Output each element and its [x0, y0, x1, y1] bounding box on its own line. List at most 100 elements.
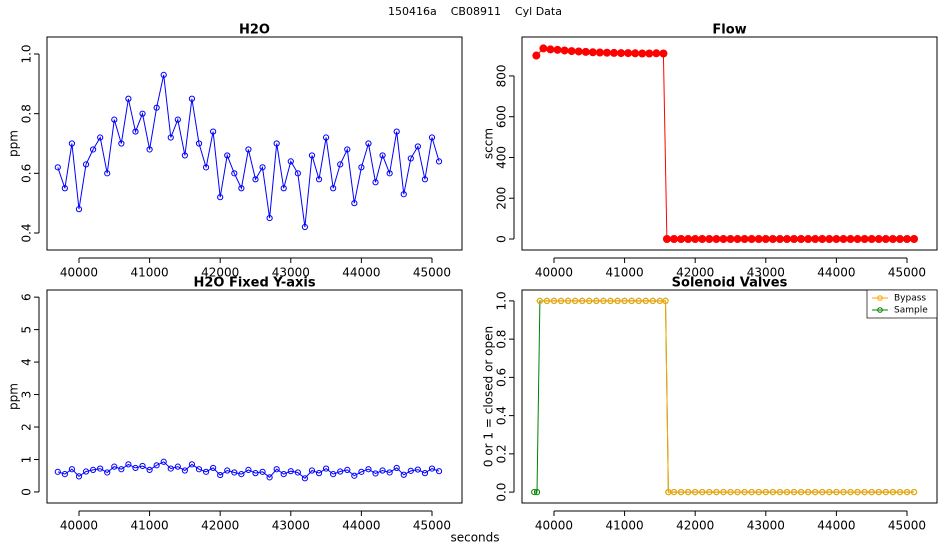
figure-title: 150416a CB08911 Cyl Data — [388, 5, 562, 18]
data-point — [139, 110, 146, 117]
data-point — [301, 223, 309, 231]
y-tick-label: 0.0 — [495, 483, 509, 502]
data-point — [245, 466, 252, 473]
y-tick-label: 0 — [495, 235, 509, 243]
x-tick-label: 42000 — [201, 266, 239, 280]
data-point — [698, 234, 707, 243]
data-point — [54, 164, 61, 171]
data-point — [748, 489, 755, 496]
y-tick-label: 0.8 — [495, 330, 509, 349]
data-point — [617, 49, 626, 58]
data-point — [783, 489, 791, 496]
x-tick-label: 42000 — [676, 519, 714, 533]
data-point — [706, 489, 713, 496]
data-point — [649, 297, 656, 304]
data-point — [153, 462, 160, 469]
data-point — [132, 128, 139, 135]
y-tick-label: 0.8 — [20, 104, 34, 123]
data-point — [881, 234, 890, 243]
data-point — [888, 234, 897, 243]
data-point — [670, 489, 678, 496]
x-tick-label: 41000 — [130, 519, 168, 533]
data-point — [245, 146, 252, 153]
data-point — [167, 134, 174, 141]
data-point — [677, 489, 685, 496]
data-point — [832, 234, 841, 243]
x-tick-label: 43000 — [272, 519, 310, 533]
data-point — [896, 489, 904, 496]
data-point — [414, 143, 421, 150]
data-point — [588, 48, 597, 57]
data-point — [393, 464, 400, 472]
data-point — [97, 465, 104, 472]
data-point — [595, 48, 604, 57]
data-point — [882, 489, 889, 496]
data-point — [762, 489, 769, 496]
data-point — [344, 466, 351, 473]
data-point — [97, 134, 104, 141]
data-point — [344, 146, 351, 153]
data-point — [90, 466, 97, 473]
data-point — [61, 471, 68, 478]
x-tick-label: 43000 — [272, 266, 310, 280]
data-point — [804, 234, 813, 243]
data-point — [400, 471, 407, 478]
data-point — [111, 463, 118, 470]
y-tick-label: 0.2 — [495, 444, 509, 463]
data-point — [692, 489, 699, 496]
data-point — [181, 467, 188, 474]
y-tick-label: 5 — [20, 326, 34, 334]
x-tick-label: 40000 — [535, 519, 573, 533]
data-point — [308, 467, 316, 474]
data-point — [407, 467, 414, 474]
data-point — [853, 234, 862, 243]
x-tick-label: 45000 — [413, 519, 451, 533]
y-tick-label: 4 — [20, 358, 34, 366]
data-point — [600, 297, 607, 304]
data-point — [365, 140, 372, 147]
data-point — [238, 185, 245, 192]
data-point — [61, 185, 68, 192]
x-tick-label: 44000 — [817, 266, 855, 280]
data-point — [146, 146, 153, 153]
data-point — [586, 297, 593, 304]
series-line — [57, 461, 440, 479]
data-point — [188, 461, 196, 468]
data-point — [833, 489, 840, 496]
data-point — [181, 152, 188, 159]
data-point — [174, 463, 181, 470]
x-tick-label: 41000 — [605, 266, 643, 280]
legend-box — [866, 289, 938, 319]
data-point — [358, 468, 365, 475]
data-point — [839, 234, 848, 243]
data-point — [546, 45, 555, 54]
data-point — [895, 234, 904, 243]
data-point — [624, 49, 633, 58]
data-point — [273, 466, 280, 473]
data-point — [782, 234, 791, 243]
data-point — [308, 152, 316, 159]
data-point — [755, 489, 762, 496]
data-point — [889, 489, 896, 496]
data-point — [860, 234, 869, 243]
data-point — [902, 234, 911, 243]
data-point — [428, 465, 436, 472]
data-point — [854, 489, 861, 496]
data-point — [727, 489, 734, 496]
data-point — [638, 49, 647, 58]
data-point — [414, 466, 421, 473]
data-point — [567, 47, 576, 56]
data-point — [609, 48, 618, 57]
x-tick-label: 40000 — [535, 266, 573, 280]
panel-title: Flow — [712, 23, 746, 38]
series-line — [534, 300, 915, 493]
x-tick-label: 43000 — [747, 266, 785, 280]
data-point — [231, 170, 238, 177]
legend-marker — [877, 307, 883, 313]
data-point — [322, 134, 330, 141]
data-point — [847, 489, 854, 496]
data-point — [635, 297, 642, 304]
data-point — [662, 234, 671, 243]
data-point — [280, 185, 287, 192]
